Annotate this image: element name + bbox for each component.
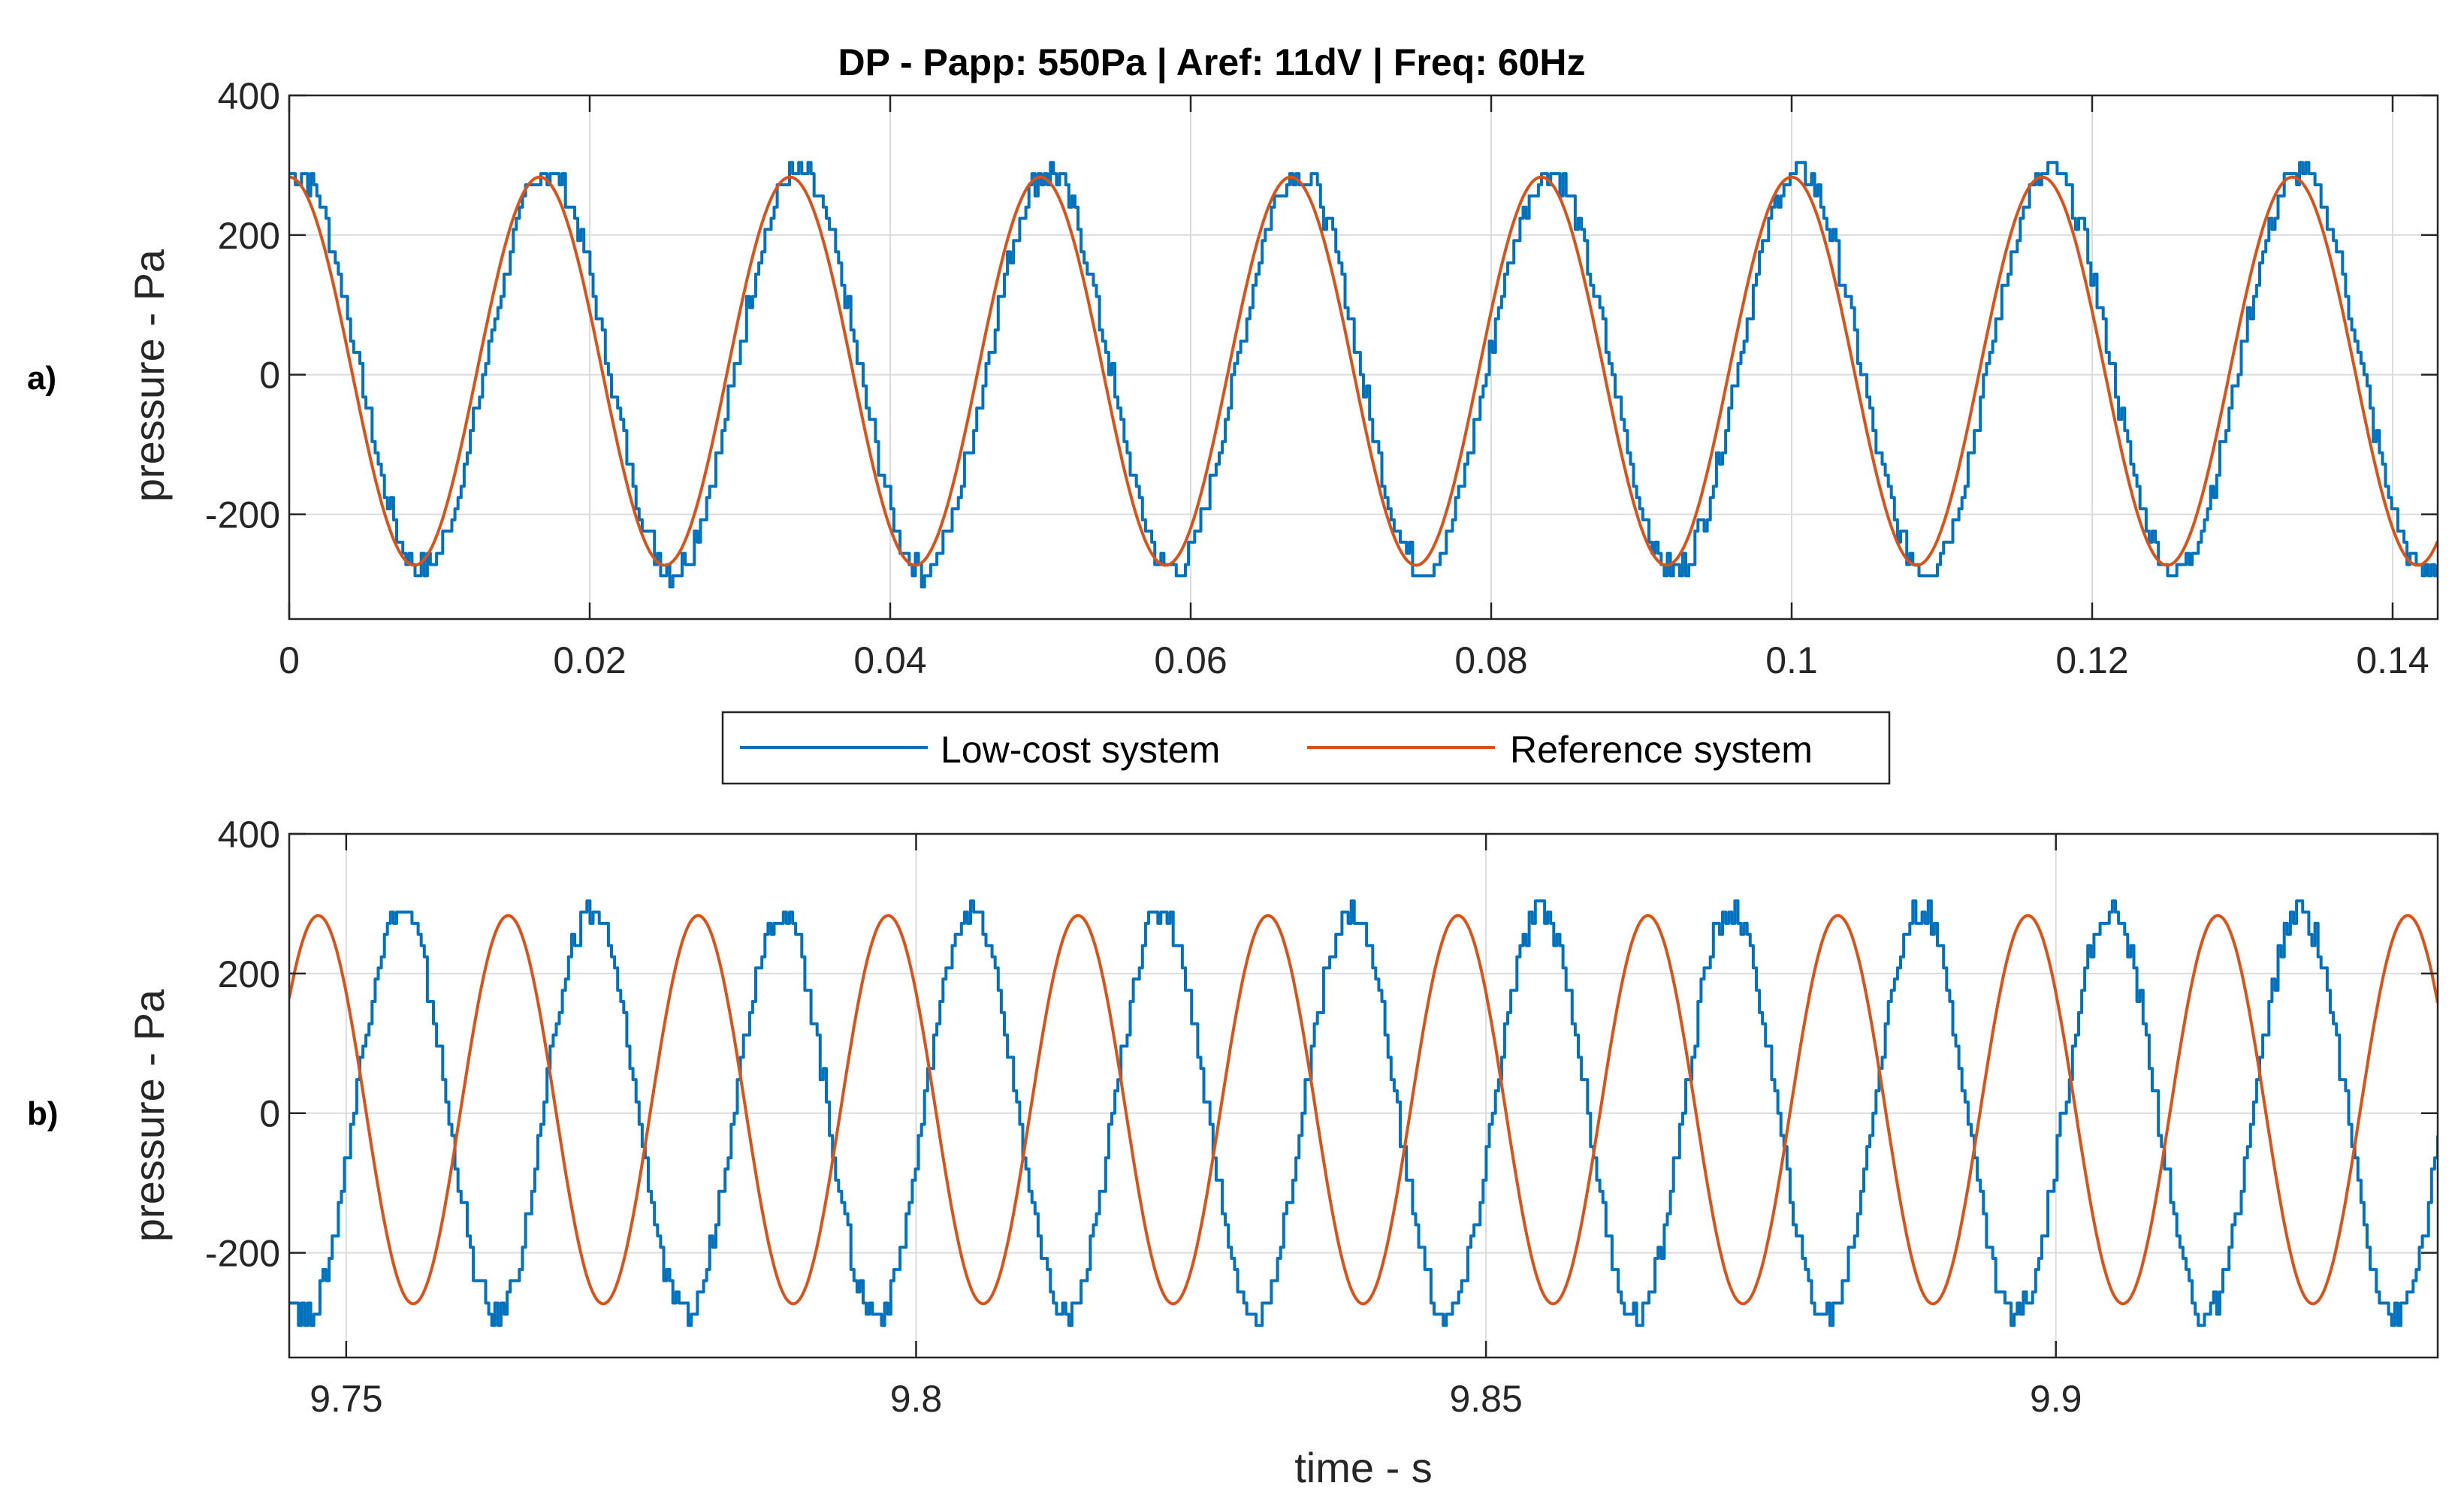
panel-a-xtick-label: 0.04: [853, 639, 926, 681]
panel-a-axes-box: [288, 94, 2439, 621]
panel-a-ytick-label: 0: [259, 355, 280, 397]
panel-b-ticks: 9.75 9.8 9.85 9.9 -200 0 200 400: [205, 814, 2438, 1420]
panel-a-ticks: 0 0.02 0.04 0.06 0.08 0.1 0.12 0.14 -200 0 200 400: [205, 75, 2438, 681]
chart-title: DP - Papp: 550Pa | Aref: 11dV | Freq: 60…: [838, 41, 1586, 84]
panel-b-ytick-label: 0: [259, 1093, 280, 1135]
panel-b-series-low-cost: [289, 899, 2438, 1327]
panel-a-xtick-label: 0.02: [553, 639, 626, 681]
panel-a-series-reference: [289, 175, 2438, 567]
panel-a: 0 0.02 0.04 0.06 0.08 0.1 0.12 0.14-2000200400 …: [27, 75, 2439, 681]
panel-a-xtick-label: 0.12: [2055, 639, 2128, 681]
panel-b-label: b): [27, 1095, 59, 1132]
panel-b-xtick-label: 9.75: [310, 1378, 382, 1420]
panel-b-ylabel: pressure - Pa: [125, 989, 173, 1242]
panel-a-ylabel: pressure - Pa: [125, 249, 173, 502]
panel-a-ytick-label: 200: [218, 215, 280, 257]
panel-b-ytick-label: 200: [218, 953, 280, 995]
panel-b-xtick-label: 9.85: [1449, 1378, 1522, 1420]
panel-a-grid: [288, 95, 2438, 619]
panel-a-xtick-label: 0.14: [2356, 639, 2429, 681]
panel-a-xtick-label: 0.06: [1154, 639, 1227, 681]
panel-b-xtick-label: 9.8: [890, 1378, 943, 1420]
legend-label-low-cost: Low-cost system: [941, 729, 1220, 771]
panel-b-axes-box: [288, 832, 2439, 1359]
panel-b-ytick-label: -200: [205, 1233, 280, 1275]
panel-b-series: [289, 899, 2438, 1327]
legend-label-reference: Reference system: [1510, 729, 1813, 771]
panel-a-xtick-label: 0.08: [1454, 639, 1527, 681]
panel-a-label: a): [27, 360, 56, 397]
panel-a-ytick-label: 400: [218, 75, 280, 117]
panel-b-ytick-label: 400: [218, 814, 280, 856]
panel-a-ytick-label: -200: [205, 494, 280, 536]
panel-a-series: [289, 161, 2438, 589]
panel-b-xlabel: time - s: [1294, 1444, 1433, 1491]
panel-a-xtick-label: 0.1: [1765, 639, 1818, 681]
panel-b-series-reference: [289, 914, 2438, 1306]
panel-b-xtick-label: 9.9: [2030, 1378, 2082, 1420]
panel-a-series-low-cost: [289, 161, 2438, 589]
panel-a-xtick-label: 0: [279, 639, 300, 681]
legend: Low-cost system Reference system: [721, 711, 1891, 785]
